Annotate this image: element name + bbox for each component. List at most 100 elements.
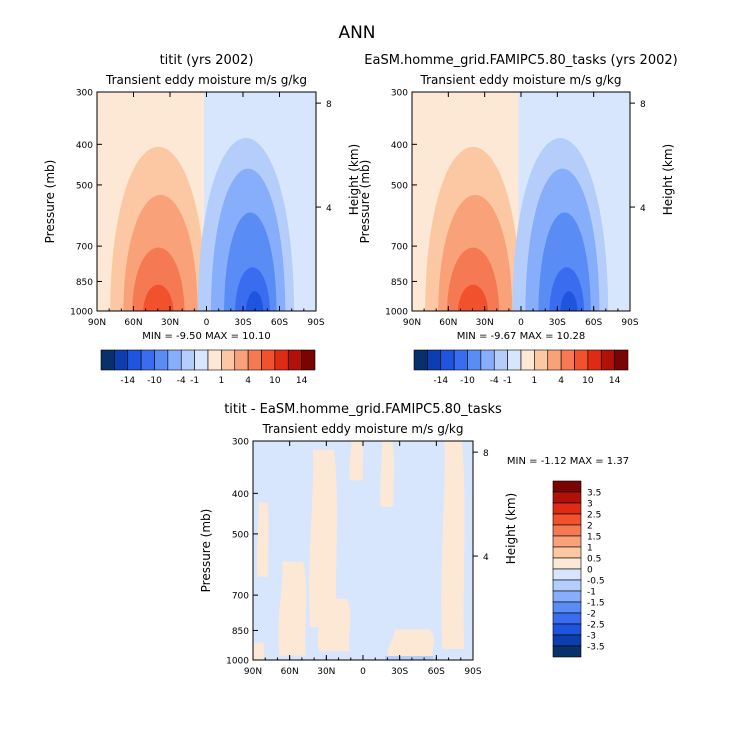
- y-axis-label: Pressure (mb): [199, 509, 213, 593]
- y-tick-label: 1000: [70, 308, 93, 318]
- y-tick-label: 700: [391, 243, 408, 253]
- x-tick-label: 30N: [317, 667, 335, 677]
- colorbar-label: 10: [269, 376, 281, 386]
- y-tick-label: 500: [76, 181, 93, 191]
- panel-3: 90N 60N 30N 0 30S 60S 90S 300 400 500 700 850 1000 4 8…: [199, 402, 629, 677]
- x-tick-label: 60S: [271, 318, 288, 328]
- x-tick-label: 30N: [161, 318, 179, 328]
- colorbar-label: -1.5: [587, 599, 605, 609]
- colorbar-box: [552, 645, 582, 658]
- colorbar-label: 3: [587, 500, 593, 510]
- contour-negative-5: [560, 291, 578, 311]
- colorbar-box: [552, 590, 582, 603]
- colorbar-box: [547, 349, 562, 371]
- y-axis-label: Pressure (mb): [358, 160, 372, 244]
- colorbar-box: [574, 349, 589, 371]
- y-tick-label: 1000: [226, 657, 249, 667]
- colorbar-box: [274, 349, 289, 371]
- panel-2: 90N 60N 30N 0 30S 60S 90S 300 400 500 700 850 1000 4 8…: [358, 53, 678, 386]
- colorbar-label: -3.5: [587, 643, 605, 653]
- y2-tick-label: 8: [640, 100, 646, 110]
- x-tick-label: 60N: [439, 318, 457, 328]
- y2-tick-label: 8: [483, 449, 489, 459]
- colorbar-box: [301, 349, 316, 371]
- colorbar-label: -14: [120, 376, 135, 386]
- colorbar-label: -0.5: [587, 577, 605, 587]
- contour-positive-3: [447, 247, 500, 311]
- colorbar-label: -2: [587, 610, 596, 620]
- panel-title: titit (yrs 2002): [160, 53, 254, 68]
- y-tick-label: 400: [76, 141, 93, 151]
- panel-subtitle: Transient eddy moisture m/s g/kg: [262, 422, 464, 436]
- contour-negative-5: [246, 291, 264, 311]
- colorbar-label: -3: [587, 632, 596, 642]
- y-axis-label: Pressure (mb): [43, 160, 57, 244]
- colorbar-box: [520, 349, 535, 371]
- y2-axis-label: Height (km): [347, 144, 361, 215]
- colorbar-box: [534, 349, 549, 371]
- y-tick-label: 700: [232, 592, 249, 602]
- x-tick-label: 90N: [88, 318, 106, 328]
- y2-tick-label: 8: [326, 100, 332, 110]
- colorbar-label: -1: [190, 376, 199, 386]
- x-tick-label: 90N: [244, 667, 262, 677]
- x-tick-label: 60S: [585, 318, 602, 328]
- colorbar-label: 0.5: [587, 555, 601, 565]
- panel-title: EaSM.homme_grid.FAMIPC5.80_tasks (yrs 20…: [364, 53, 677, 68]
- x-tick-label: 0: [204, 318, 210, 328]
- contour-positive-patch-3: [349, 441, 364, 481]
- contour-positive-patch-1: [256, 502, 269, 577]
- colorbar-label: 10: [582, 376, 594, 386]
- y2-tick-label: 4: [640, 204, 646, 214]
- colorbar-box: [127, 349, 142, 371]
- y2-tick-label: 4: [326, 204, 332, 214]
- colorbar-label: 2.5: [587, 511, 601, 521]
- colorbar-box: [552, 502, 582, 515]
- colorbar-box: [167, 349, 182, 371]
- colorbar-box: [552, 579, 582, 592]
- colorbar-box: [552, 612, 582, 625]
- colorbar-label: 2: [587, 522, 593, 532]
- colorbar-box: [413, 349, 428, 371]
- colorbar-label: 4: [558, 376, 564, 386]
- contour-positive-patch-6: [278, 561, 307, 656]
- x-tick-label: 60S: [428, 667, 445, 677]
- colorbar-label: 14: [609, 376, 621, 386]
- colorbar-box: [247, 349, 262, 371]
- colorbar-label: 4: [245, 376, 251, 386]
- colorbar-box: [261, 349, 276, 371]
- y2-axis-label: Height (km): [504, 493, 518, 564]
- colorbar-box: [140, 349, 155, 371]
- y2-axis-label: Height (km): [661, 144, 675, 215]
- contour-positive-patch-2: [309, 449, 338, 628]
- colorbar-box: [180, 349, 195, 371]
- x-tick-label: 90S: [621, 318, 638, 328]
- y-tick-label: 300: [76, 89, 93, 99]
- x-tick-label: 90S: [464, 667, 481, 677]
- contour-positive-4: [457, 284, 489, 311]
- x-tick-label: 90S: [307, 318, 324, 328]
- contour-positive-patch-9: [253, 642, 265, 660]
- colorbar-box: [467, 349, 482, 371]
- x-tick-label: 0: [360, 667, 366, 677]
- colorbar-box: [552, 480, 582, 493]
- colorbar-label: 1: [532, 376, 538, 386]
- y-tick-label: 850: [391, 278, 408, 288]
- colorbar-box: [552, 623, 582, 636]
- colorbar-label: 1.5: [587, 533, 601, 543]
- contour-positive-patch-7: [317, 598, 351, 652]
- x-tick-label: 90N: [403, 318, 421, 328]
- y-tick-label: 300: [232, 438, 249, 448]
- colorbar-box: [560, 349, 575, 371]
- y-tick-label: 850: [76, 278, 93, 288]
- contour-negative-fleck: [385, 656, 434, 660]
- colorbar-box: [207, 349, 222, 371]
- colorbar-box: [100, 349, 115, 371]
- x-tick-label: 0: [518, 318, 524, 328]
- y-tick-label: 400: [391, 141, 408, 151]
- contour-field: [253, 441, 473, 660]
- panel-subtitle: Transient eddy moisture m/s g/kg: [105, 73, 307, 87]
- y-tick-label: 500: [391, 181, 408, 191]
- y-tick-label: 850: [232, 627, 249, 637]
